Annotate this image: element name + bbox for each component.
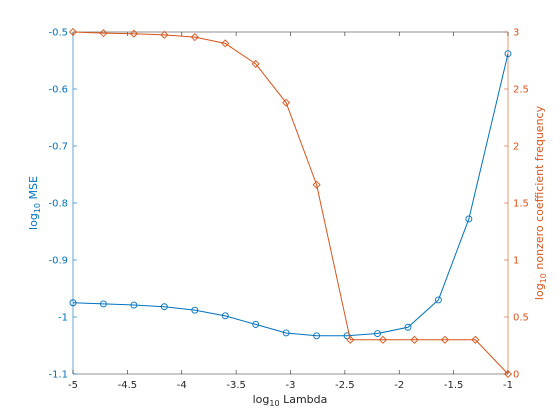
y-right-tick-label: 0 (513, 370, 519, 381)
x-tick-label: -2.5 (335, 380, 355, 391)
mse-point (191, 306, 199, 314)
plot-area (73, 32, 508, 374)
coef-freq-point (190, 33, 199, 42)
series-layer (68, 27, 513, 379)
x-tick-label: -3 (286, 380, 296, 391)
y-right-tick-label: 2 (513, 142, 519, 153)
x-tick-label: -1 (503, 380, 513, 391)
mse-point (343, 332, 351, 340)
x-tick-label: -1.5 (444, 380, 464, 391)
y-right-tick-label: 1.5 (513, 199, 529, 210)
y-right-tick-label: 0.5 (513, 313, 529, 324)
x-tick-label: -2 (394, 380, 404, 391)
coef-freq-point (251, 59, 260, 68)
mse-series-line (72, 53, 509, 337)
coef-freq-series-line (72, 31, 509, 375)
coef-freq-point (221, 39, 230, 48)
y-left-tick-label: -1 (58, 313, 68, 324)
mse-point (221, 312, 229, 320)
y-left-tick-label: -0.7 (48, 142, 68, 153)
coef-freq-point (410, 335, 419, 344)
mse-point (99, 300, 107, 308)
y-left-tick-label: -0.6 (48, 85, 68, 96)
mse-point (130, 301, 138, 309)
mse-point (282, 329, 290, 337)
coef-freq-point (346, 335, 355, 344)
mse-point (374, 330, 381, 337)
mse-point (404, 323, 412, 331)
x-tick-label: -4.5 (118, 380, 138, 391)
mse-point (69, 299, 77, 307)
mse-point (160, 303, 168, 311)
x-tick-label: -4 (177, 380, 187, 391)
mse-point (504, 50, 512, 58)
coef-freq-point (160, 30, 169, 39)
mse-point (252, 320, 260, 328)
mse-point (465, 215, 473, 223)
y-right-tick-label: 3 (513, 28, 519, 39)
y-left-tick-label: -1.1 (48, 370, 68, 381)
coef-freq-point (129, 29, 138, 38)
coef-freq-point (503, 369, 513, 379)
coef-freq-point (282, 98, 291, 107)
y-right-tick-label: 2.5 (513, 85, 529, 96)
coef-freq-point (68, 27, 78, 37)
coef-freq-point (471, 335, 480, 344)
y-left-tick-label: -0.8 (48, 199, 68, 210)
mse-point (313, 332, 321, 340)
coef-freq-point (440, 335, 449, 344)
coef-freq-point (378, 335, 387, 344)
y-left-axis-label: log10 MSE (27, 176, 42, 230)
y-left-tick-label: -0.5 (48, 28, 68, 39)
x-axis-label: log10 Lambda (253, 393, 328, 408)
y-right-tick-label: 1 (513, 256, 519, 267)
coef-freq-point (99, 29, 108, 38)
axes-layer: -5 -4.5 -4 -3.5 -3 -2.5 -2 -1.5 -1 -1.1 -1 -0.9 -0.8… (48, 28, 528, 392)
mse-point (434, 296, 442, 304)
x-tick-label: -3.5 (226, 380, 246, 391)
coef-freq-point (312, 180, 321, 189)
y-right-axis-label: log10 nonzero coefficient frequency (533, 105, 548, 300)
x-tick-label: -5 (68, 380, 78, 391)
y-left-tick-label: -0.9 (48, 256, 68, 267)
